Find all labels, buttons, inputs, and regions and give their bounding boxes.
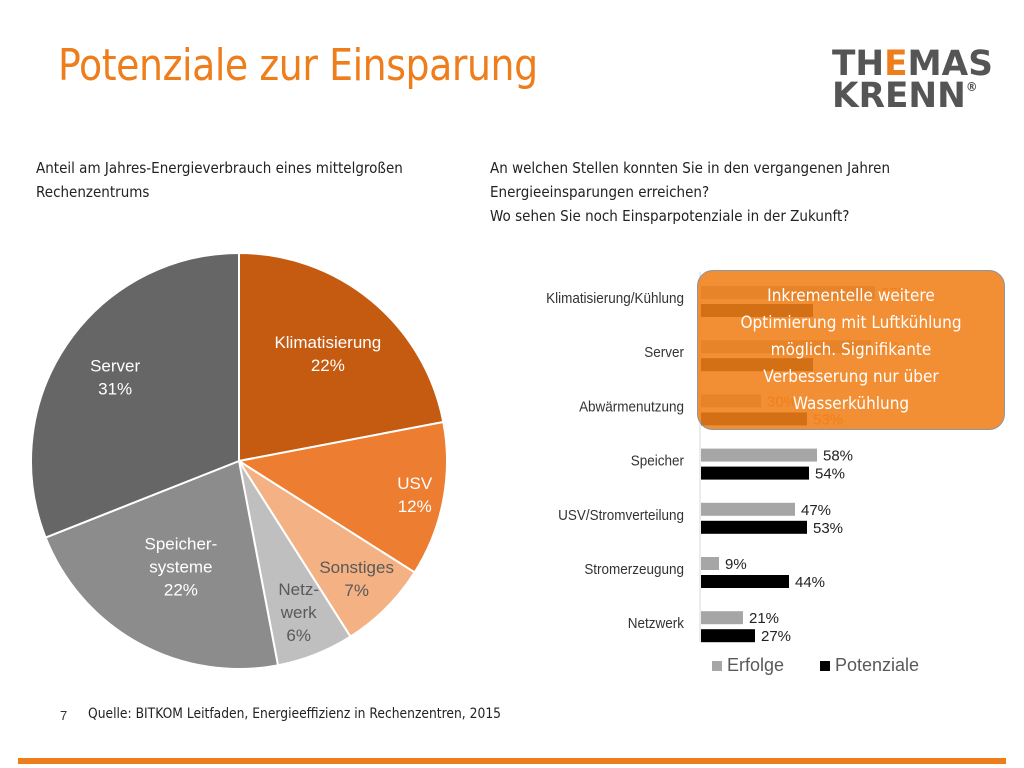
bar-subtitle-line: Energieeinsparungen erreichen? [490,183,710,201]
callout-line: Wasserkühlung [792,393,910,414]
pie-subtitle-line: Rechenzentrums [36,183,150,201]
bar-potenziale [701,575,789,588]
pie-slice-label: 22% [311,356,345,375]
pie-slice-label: Sonstiges [319,558,394,577]
bar-category-label: USV/Stromverteilung [558,507,684,524]
pie-slice-label: systeme [149,558,212,577]
bar-chart-subtitle: An welchen Stellen konnten Sie in den ve… [490,156,940,228]
pie-slice-label: Netz- [278,580,319,599]
bottom-accent-bar [18,758,1006,764]
bar-value-label: 27% [761,628,791,645]
pie-subtitle-line: Anteil am Jahres-Energieverbrauch eines … [36,159,403,177]
pie-slice-label: 31% [98,379,132,398]
callout-line: Optimierung mit Luftkühlung [740,312,962,333]
bar-value-label: 47% [801,502,831,519]
bar-potenziale [701,466,809,480]
callout-line: Inkrementelle weitere [767,285,935,306]
bar-category-label: Netzwerk [628,616,685,633]
bar-value-label: 44% [795,574,825,591]
bar-erfolge [701,557,719,570]
bar-category-label: Speicher [631,453,684,470]
callout-line: Verbesserung nur über [763,366,939,387]
bar-potenziale [701,629,755,643]
source-note: Quelle: BITKOM Leitfaden, Energieeffizie… [88,706,502,722]
pie-slice-label: Speicher- [144,535,217,554]
pie-slice-label: USV [397,474,433,493]
callout-text: Inkrementelle weitere Optimierung mit Lu… [713,283,988,418]
pie-slice-label: 12% [398,497,432,516]
bar-category-label: Klimatisierung/Kühlung [546,290,684,307]
pie-slice [30,251,240,539]
pie-chart: Klimatisierung 22% USV 12% Sonstiges 7% Netz-w… [30,251,448,670]
bar-potenziale [701,520,807,534]
bar-subtitle-line: Wo sehen Sie noch Einsparpotenziale in d… [490,207,850,225]
legend-swatch [712,661,722,671]
bar-value-label: 54% [815,466,845,483]
page-number: 7 [60,708,68,723]
bar-erfolge [701,448,817,462]
bar-value-label: 21% [749,610,779,627]
legend-label: Potenziale [835,655,919,675]
bar-category-label: Abwärmenutzung [579,399,684,416]
thomas-krenn-logo: THEMAS KRENN® [832,44,993,116]
bar-erfolge [701,502,795,516]
legend-label: Erfolge [727,655,784,675]
legend-swatch [820,661,830,671]
pie-slice [236,420,448,574]
bar-value-label: 58% [823,448,853,465]
pie-chart-subtitle: Anteil am Jahres-Energieverbrauch eines … [36,156,459,204]
pie-slice [44,459,280,670]
pie-slice-label: 6% [286,626,311,645]
bar-category-label: Stromerzeugung [584,561,684,578]
pie-slice-label: 22% [164,581,198,600]
bar-value-label: 53% [813,520,843,537]
bar-subtitle-line: An welchen Stellen konnten Sie in den ve… [490,159,891,177]
bar-category-label: Server [644,345,684,362]
page-title: Potenziale zur Einsparung [58,40,538,91]
bar-erfolge [701,611,743,625]
pie-slice-label: werk [280,603,317,622]
pie-slice-label: Klimatisierung [274,333,381,352]
pie-slice [238,251,445,463]
callout-box: Inkrementelle weitere Optimierung mit Lu… [697,270,1005,430]
bar-value-label: 9% [725,556,747,573]
callout-line: möglich. Signifikante [770,339,932,360]
pie-slice-label: 7% [344,581,369,600]
pie-slice-label: Server [90,356,140,375]
